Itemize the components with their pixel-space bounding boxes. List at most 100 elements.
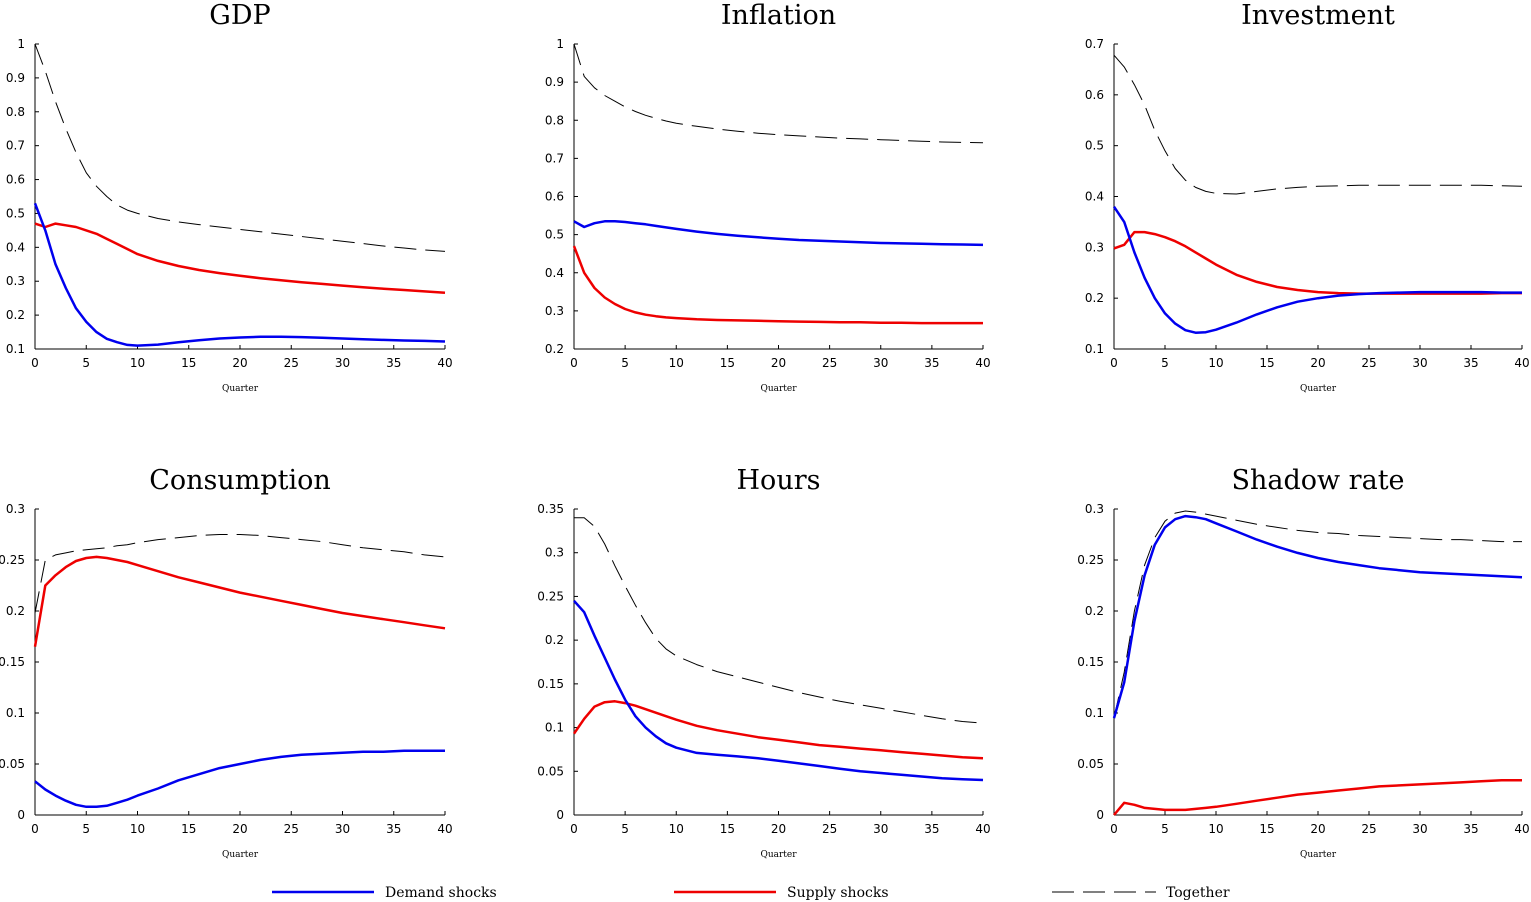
x-tick-label: 0 (1110, 356, 1118, 370)
y-tick-label: 0.4 (6, 240, 25, 254)
y-tick-label: 0.4 (545, 266, 564, 280)
x-tick-label: 5 (82, 822, 90, 836)
panel-title: GDP (209, 0, 270, 31)
x-tick-label: 40 (975, 356, 990, 370)
x-tick-label: 25 (1361, 822, 1376, 836)
panel-shadow-rate: Shadow rate 0 5 10 15 20 25 30 35 40 0 0.05 0.1 0.15 0… (1077, 465, 1529, 860)
x-tick-label: 20 (771, 356, 786, 370)
legend: Demand shocks Supply shocks Together (272, 885, 1230, 901)
x-tick-label: 5 (82, 356, 90, 370)
x-tick-label: 35 (386, 822, 401, 836)
x-tick-label: 20 (232, 822, 247, 836)
x-tick-label: 20 (232, 356, 247, 370)
y-tick-label: 0 (17, 808, 25, 822)
x-axis-label: Quarter (1300, 384, 1337, 394)
x-tick-label: 40 (1514, 356, 1529, 370)
together-line (1113, 510, 1522, 719)
x-tick-label: 30 (873, 822, 888, 836)
y-tick-label: 0.15 (1077, 655, 1104, 669)
y-tick-label: 0.3 (1085, 502, 1104, 516)
x-tick-label: 35 (924, 356, 939, 370)
y-tick-label: 0.15 (537, 677, 564, 691)
legend-demand-label: Demand shocks (385, 885, 497, 901)
y-tick-label: 0.6 (545, 190, 564, 204)
y-tick-label: 0.25 (1077, 553, 1104, 567)
legend-supply-label: Supply shocks (787, 885, 889, 901)
together-line (1113, 54, 1523, 195)
panel-title: Consumption (149, 465, 331, 496)
x-tick-label: 0 (31, 356, 39, 370)
y-tick-label: 0.8 (6, 105, 25, 119)
y-tick-label: 0.3 (1085, 240, 1104, 254)
legend-together-label: Together (1166, 885, 1230, 901)
supply-line (572, 245, 983, 325)
x-tick-label: 35 (1463, 356, 1478, 370)
x-tick-label: 5 (1161, 356, 1169, 370)
demand-line (1112, 206, 1522, 334)
panel-title: Inflation (721, 0, 836, 31)
y-tick-label: 0.9 (6, 71, 25, 85)
x-tick-label: 15 (181, 356, 196, 370)
demand-line (33, 202, 446, 347)
y-tick-label: 0.8 (545, 113, 564, 127)
y-tick-label: 0.1 (6, 706, 25, 720)
y-tick-label: 0.2 (545, 633, 564, 647)
y-tick-label: 0.6 (1085, 88, 1104, 102)
y-tick-label: 0.05 (1077, 757, 1104, 771)
supply-line (34, 222, 446, 294)
y-tick-label: 0 (1096, 808, 1104, 822)
x-tick-label: 10 (1208, 356, 1223, 370)
y-tick-label: 0.3 (545, 546, 564, 560)
x-tick-label: 0 (31, 822, 39, 836)
x-tick-label: 0 (1110, 822, 1118, 836)
x-tick-label: 40 (1514, 822, 1529, 836)
x-tick-label: 5 (1161, 822, 1169, 836)
y-tick-label: 0.1 (6, 342, 25, 356)
panel-investment: Investment 0 5 10 15 20 25 30 35 40 0.1 0.2 0.3 0.4 0.… (1085, 0, 1530, 394)
x-tick-label: 30 (335, 822, 350, 836)
legend-supply: Supply shocks (674, 885, 889, 901)
y-tick-label: 0.2 (6, 604, 25, 618)
together-line (573, 43, 984, 144)
y-tick-label: 0.7 (1085, 37, 1104, 51)
demand-line (34, 749, 445, 809)
x-tick-label: 0 (570, 822, 578, 836)
y-tick-label: 0.7 (545, 151, 564, 165)
y-tick-label: 0.9 (545, 75, 564, 89)
legend-demand: Demand shocks (272, 885, 497, 901)
y-tick-label: 0 (556, 808, 564, 822)
y-tick-label: 0.4 (1085, 190, 1104, 204)
y-tick-label: 0.05 (537, 764, 564, 778)
supply-line (572, 700, 984, 760)
x-tick-label: 25 (822, 356, 837, 370)
y-tick-label: 0.2 (1085, 291, 1104, 305)
x-tick-label: 25 (822, 822, 837, 836)
y-tick-label: 0.1 (545, 721, 564, 735)
demand-line (1112, 514, 1523, 719)
y-tick-label: 0.3 (6, 502, 25, 516)
x-tick-label: 10 (130, 822, 145, 836)
x-tick-label: 35 (1463, 822, 1478, 836)
panel-title: Investment (1241, 0, 1395, 31)
y-tick-label: 0.15 (0, 655, 25, 669)
together-line (574, 517, 984, 724)
together-line (34, 43, 446, 252)
y-tick-label: 0.5 (545, 228, 564, 242)
legend-together: Together (1052, 885, 1230, 901)
x-tick-label: 40 (437, 356, 452, 370)
y-tick-label: 0.2 (1085, 604, 1104, 618)
x-tick-label: 35 (924, 822, 939, 836)
x-tick-label: 30 (335, 356, 350, 370)
y-tick-label: 0.2 (6, 308, 25, 322)
y-tick-label: 0.1 (1085, 706, 1104, 720)
y-tick-label: 0.25 (537, 589, 564, 603)
x-tick-label: 25 (284, 822, 299, 836)
supply-line (33, 555, 446, 647)
x-tick-label: 5 (621, 356, 629, 370)
y-tick-label: 1 (556, 37, 564, 51)
x-tick-label: 25 (1361, 356, 1376, 370)
y-tick-label: 0.25 (0, 553, 25, 567)
x-tick-label: 20 (1310, 356, 1325, 370)
panel-inflation: Inflation 0 5 10 15 20 25 30 35 40 0.2 0.3 0.4 0.5 0.6… (545, 0, 991, 394)
